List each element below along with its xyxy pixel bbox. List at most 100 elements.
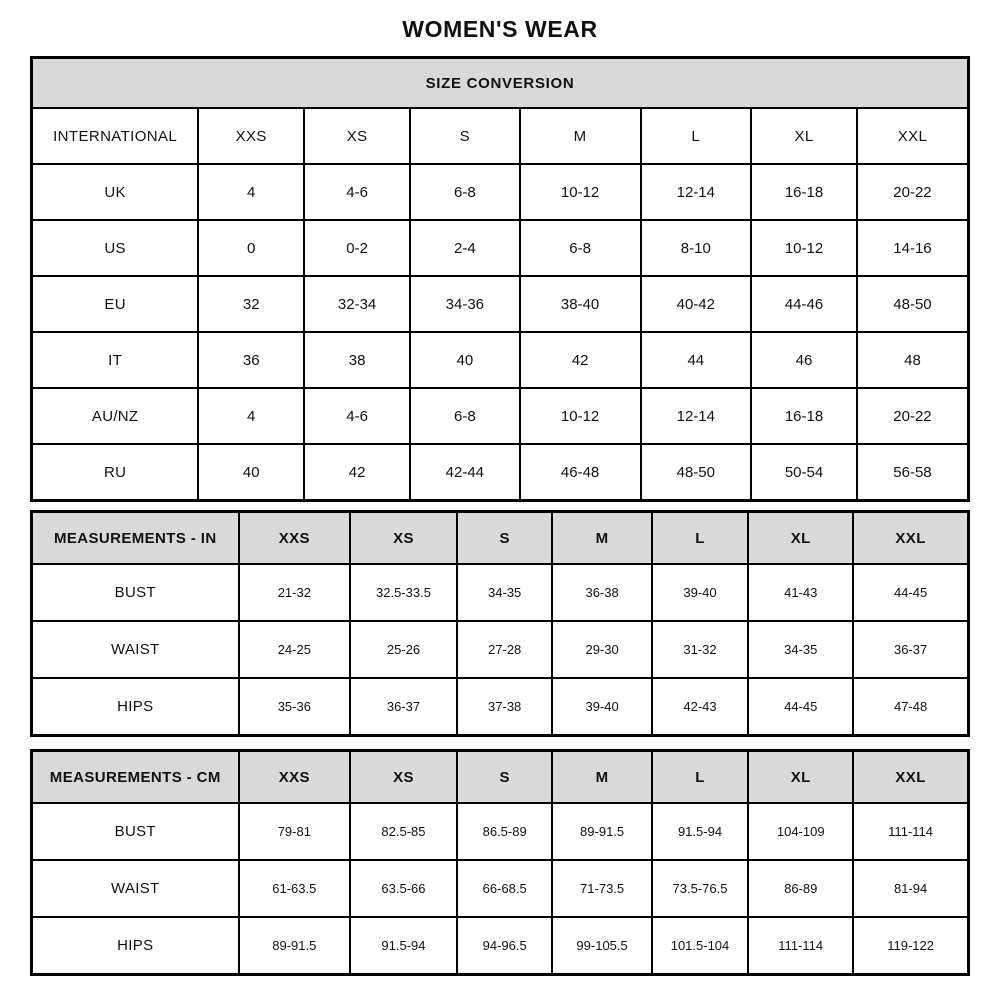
size-value-cell: 32 — [197, 275, 306, 333]
column-header-l: L — [650, 510, 750, 565]
column-header-m: M — [551, 749, 653, 804]
size-value-cell: 39-40 — [551, 677, 653, 737]
size-value-cell: 34-36 — [409, 275, 521, 333]
size-value-cell: 73.5-76.5 — [650, 859, 750, 918]
size-value-cell: 89-91.5 — [551, 802, 653, 861]
size-value-cell: 0-2 — [303, 219, 412, 277]
row-label-au-nz: AU/NZ — [30, 387, 200, 445]
row-label-us: US — [30, 219, 200, 277]
size-value-cell: 36-37 — [852, 620, 970, 679]
table-row: UK 4 4-6 6-8 10-12 12-14 16-18 20-22 — [30, 163, 970, 221]
size-value-cell: 40 — [409, 331, 521, 389]
row-label-uk: UK — [30, 163, 200, 221]
row-label-waist: WAIST — [30, 620, 240, 679]
size-value-cell: 38 — [303, 331, 412, 389]
row-label-bust: BUST — [30, 563, 240, 622]
column-header-s: S — [455, 749, 554, 804]
column-header-m: M — [518, 107, 642, 165]
column-header-xxl: XXL — [852, 749, 970, 804]
size-value-cell: 86-89 — [747, 859, 855, 918]
page-title: WOMEN'S WEAR — [402, 16, 598, 42]
size-value-cell: 21-32 — [237, 563, 352, 622]
measurements-cm-table: MEASUREMENTS - CM XXS XS S M L XL XXL BUST 79-81 8… — [30, 749, 970, 976]
size-value-cell: 46-48 — [518, 443, 642, 502]
column-header-xs: XS — [349, 749, 458, 804]
size-value-cell: 12-14 — [639, 163, 753, 221]
row-label-bust: BUST — [30, 802, 240, 861]
size-value-cell: 14-16 — [855, 219, 970, 277]
size-value-cell: 10-12 — [518, 387, 642, 445]
column-header-xxs: XXS — [197, 107, 306, 165]
size-value-cell: 42 — [518, 331, 642, 389]
size-value-cell: 0 — [197, 219, 306, 277]
size-value-cell: 91.5-94 — [650, 802, 750, 861]
table-row: HIPS 35-36 36-37 37-38 39-40 42-43 44-45 47-48 — [30, 677, 970, 737]
size-value-cell: 82.5-85 — [349, 802, 458, 861]
size-value-cell: 40 — [197, 443, 306, 502]
column-header-xl: XL — [747, 510, 855, 565]
size-value-cell: 81-94 — [852, 859, 970, 918]
size-value-cell: 27-28 — [455, 620, 554, 679]
size-value-cell: 16-18 — [750, 387, 858, 445]
column-header-xs: XS — [349, 510, 458, 565]
size-value-cell: 42 — [303, 443, 412, 502]
size-value-cell: 71-73.5 — [551, 859, 653, 918]
size-value-cell: 41-43 — [747, 563, 855, 622]
size-value-cell: 4 — [197, 163, 306, 221]
size-value-cell: 48-50 — [639, 443, 753, 502]
size-value-cell: 8-10 — [639, 219, 753, 277]
measurements-in-header-label: MEASUREMENTS - IN — [30, 510, 240, 565]
size-value-cell: 6-8 — [409, 163, 521, 221]
size-value-cell: 25-26 — [349, 620, 458, 679]
size-value-cell: 50-54 — [750, 443, 858, 502]
column-header-xl: XL — [747, 749, 855, 804]
row-label-hips: HIPS — [30, 677, 240, 737]
size-value-cell: 20-22 — [855, 387, 970, 445]
size-value-cell: 104-109 — [747, 802, 855, 861]
size-value-cell: 37-38 — [455, 677, 554, 737]
size-value-cell: 38-40 — [518, 275, 642, 333]
row-label-waist: WAIST — [30, 859, 240, 918]
size-value-cell: 44-45 — [852, 563, 970, 622]
size-value-cell: 48-50 — [855, 275, 970, 333]
table-row: BUST 21-32 32.5-33.5 34-35 36-38 39-40 41-43 44… — [30, 563, 970, 622]
size-value-cell: 29-30 — [551, 620, 653, 679]
size-value-cell: 10-12 — [518, 163, 642, 221]
size-value-cell: 44-46 — [750, 275, 858, 333]
table-row: IT 36 38 40 42 44 46 48 — [30, 331, 970, 389]
size-value-cell: 94-96.5 — [455, 916, 554, 976]
table-row: WAIST 61-63.5 63.5-66 66-68.5 71-73.5 73.5-76… — [30, 859, 970, 918]
size-value-cell: 99-105.5 — [551, 916, 653, 976]
row-label-eu: EU — [30, 275, 200, 333]
row-label-it: IT — [30, 331, 200, 389]
size-conversion-banner: SIZE CONVERSION — [30, 56, 970, 109]
size-value-cell: 44 — [639, 331, 753, 389]
size-value-cell: 4-6 — [303, 163, 412, 221]
measurements-cm-header-label: MEASUREMENTS - CM — [30, 749, 240, 804]
measurements-in-table: MEASUREMENTS - IN XXS XS S M L XL XXL BUST 21-32 3… — [30, 510, 970, 737]
size-value-cell: 86.5-89 — [455, 802, 554, 861]
size-value-cell: 79-81 — [237, 802, 352, 861]
size-value-cell: 35-36 — [237, 677, 352, 737]
size-value-cell: 111-114 — [852, 802, 970, 861]
size-value-cell: 47-48 — [852, 677, 970, 737]
size-value-cell: 111-114 — [747, 916, 855, 976]
table-row: WAIST 24-25 25-26 27-28 29-30 31-32 34-35 36-37 — [30, 620, 970, 679]
size-value-cell: 12-14 — [639, 387, 753, 445]
column-header-xxl: XXL — [852, 510, 970, 565]
size-value-cell: 6-8 — [518, 219, 642, 277]
size-value-cell: 119-122 — [852, 916, 970, 976]
size-value-cell: 66-68.5 — [455, 859, 554, 918]
size-value-cell: 36-38 — [551, 563, 653, 622]
size-value-cell: 4-6 — [303, 387, 412, 445]
table-row: RU 40 42 42-44 46-48 48-50 50-54 56-58 — [30, 443, 970, 502]
column-header-s: S — [409, 107, 521, 165]
size-value-cell: 46 — [750, 331, 858, 389]
size-value-cell: 24-25 — [237, 620, 352, 679]
size-value-cell: 61-63.5 — [237, 859, 352, 918]
table-row: EU 32 32-34 34-36 38-40 40-42 44-46 48-50 — [30, 275, 970, 333]
size-value-cell: 31-32 — [650, 620, 750, 679]
column-header-l: L — [650, 749, 750, 804]
size-conversion-table: SIZE CONVERSION INTERNATIONAL XXS XS S M L XL XX… — [30, 56, 970, 502]
